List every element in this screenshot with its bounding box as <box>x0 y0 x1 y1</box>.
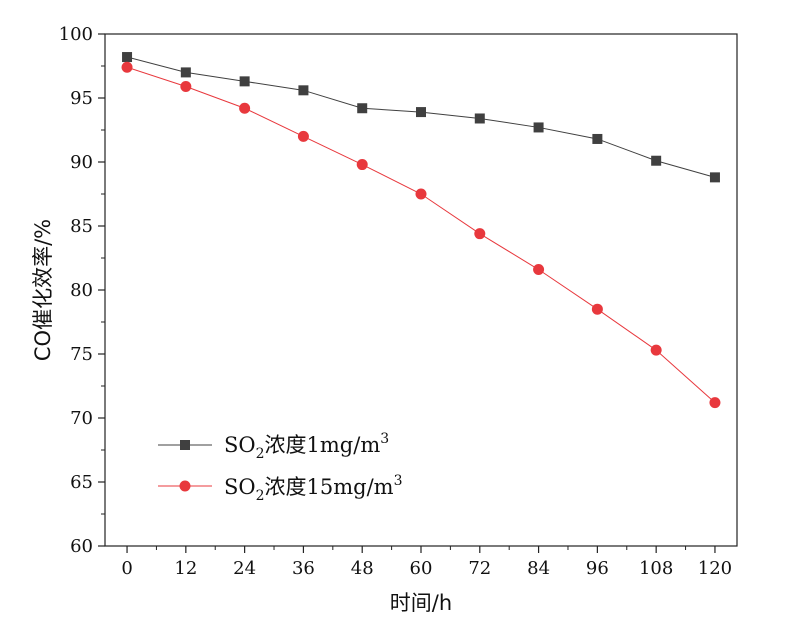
x-tick-label: 36 <box>292 558 315 579</box>
x-tick-label: 0 <box>121 558 132 579</box>
series-2-point <box>591 303 603 315</box>
series-2-point <box>650 344 662 356</box>
y-tick-label: 100 <box>59 24 93 45</box>
x-axis-title: 时间/h <box>390 591 452 615</box>
x-tick-label: 108 <box>639 558 673 579</box>
series-2-point <box>180 80 192 92</box>
series-2-point <box>297 130 309 142</box>
y-axis-title: CO催化效率/% <box>31 219 55 361</box>
series-1-point <box>651 155 662 166</box>
legend-marker-circle <box>179 480 191 492</box>
series-2-point <box>533 264 545 276</box>
y-tick-label: 75 <box>70 344 93 365</box>
series-1-point <box>122 52 133 63</box>
y-tick-label: 65 <box>70 472 93 493</box>
x-tick-label: 72 <box>468 558 491 579</box>
series-1-point <box>474 113 485 124</box>
series-1-point <box>180 67 191 78</box>
series-2-point <box>239 102 251 114</box>
series-1-point <box>416 107 426 118</box>
legend-label-series-2: SO2浓度15mg/m3 <box>224 473 403 504</box>
x-tick-label: 12 <box>174 558 197 579</box>
x-tick-label: 96 <box>586 558 609 579</box>
x-tick-label: 120 <box>698 558 732 579</box>
y-tick-label: 85 <box>70 216 93 237</box>
legend: SO2浓度1mg/m3 SO2浓度15mg/m3 <box>158 431 403 504</box>
legend-item-series-2: SO2浓度15mg/m3 <box>158 473 403 504</box>
series-1-point <box>592 133 603 144</box>
x-tick-label: 48 <box>351 558 374 579</box>
series-2-point <box>415 188 427 200</box>
y-axis-ticks: 60 65 70 75 80 85 90 95 100 <box>59 24 105 557</box>
y-tick-label: 95 <box>70 88 93 109</box>
legend-marker-square <box>180 440 190 450</box>
y-tick-label: 70 <box>70 408 93 429</box>
legend-label-series-1: SO2浓度1mg/m3 <box>224 431 389 462</box>
y-tick-label: 60 <box>70 536 93 557</box>
series-2-line <box>126 66 716 404</box>
x-tick-label: 84 <box>527 558 550 579</box>
series-1-point <box>533 122 544 133</box>
series-1-point <box>298 85 309 96</box>
x-tick-label: 60 <box>410 558 433 579</box>
series-1-line <box>126 56 716 178</box>
y-tick-label: 90 <box>70 152 93 173</box>
series-1-point <box>357 103 368 114</box>
series-2-point <box>709 397 721 409</box>
series-1-point <box>709 172 720 183</box>
legend-item-series-1: SO2浓度1mg/m3 <box>158 431 389 462</box>
series-2-point <box>474 228 486 240</box>
y-tick-label: 80 <box>70 280 93 301</box>
x-tick-label: 24 <box>233 558 256 579</box>
series-2-point <box>121 61 133 73</box>
series-2-point <box>356 159 368 171</box>
x-axis-ticks: 0 12 24 36 48 60 72 84 96 108 120 <box>121 546 732 579</box>
series-layer <box>121 52 721 409</box>
series-1-point <box>239 76 250 87</box>
